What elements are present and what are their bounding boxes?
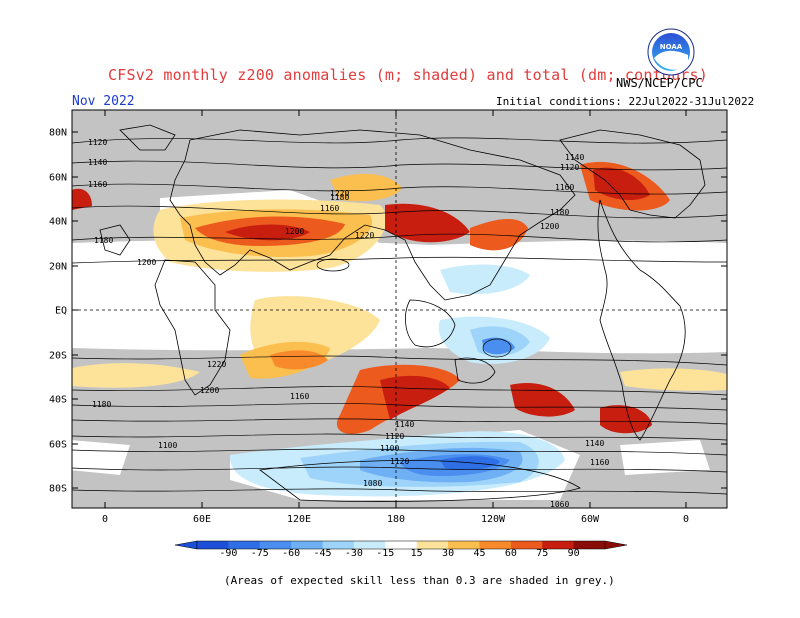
contour-label: 1160	[555, 183, 574, 192]
colorbar-label: 15	[411, 548, 423, 559]
colorbar-swatch	[322, 541, 355, 549]
initial-conditions: Initial conditions: 22Jul2022-31Jul2022	[496, 95, 755, 108]
colorbar-label: 45	[473, 548, 485, 559]
contour-label: 1160	[320, 204, 339, 213]
colorbar-swatch	[353, 541, 386, 549]
colorbar-swatch	[228, 541, 261, 549]
contour-label: 1120	[560, 163, 579, 172]
colorbar-label: -60	[282, 548, 300, 559]
colorbar-swatch	[416, 541, 449, 549]
contour-label: 1140	[395, 420, 414, 429]
contour-label: 1120	[385, 432, 404, 441]
longitude-label: 180	[387, 514, 405, 525]
longitude-axis: 0 60E 120E 180 120W 60W 0	[102, 110, 689, 525]
latitude-axis: 80N 60N 40N 20N EQ 20S 40S 60S 80S	[49, 128, 727, 495]
contour-label: 1160	[88, 180, 107, 189]
colorbar-label: -30	[345, 548, 363, 559]
noaa-logo-text: NOAA	[660, 43, 683, 51]
colorbar-label: -75	[251, 548, 269, 559]
longitude-label: 0	[102, 514, 108, 525]
colorbar-label: 75	[536, 548, 548, 559]
longitude-label: 60E	[193, 514, 211, 525]
contour-label: 1140	[88, 158, 107, 167]
colorbar-swatch	[573, 541, 606, 549]
chart-title: CFSv2 monthly z200 anomalies (m; shaded)…	[108, 66, 708, 84]
latitude-label: 40S	[49, 395, 67, 406]
colorbar-label: 60	[505, 548, 517, 559]
latitude-label: 40N	[49, 217, 67, 228]
contour-label: 1220	[207, 360, 226, 369]
map-frame	[71, 109, 728, 509]
skill-footnote: (Areas of expected skill less than 0.3 a…	[224, 574, 615, 587]
colorbar-label: 30	[442, 548, 454, 559]
longitude-label: 60W	[581, 514, 600, 525]
longitude-label: 120W	[481, 514, 506, 525]
colorbar-swatch	[479, 541, 512, 549]
contour-label: 1140	[585, 439, 604, 448]
contour-label: 1180	[330, 193, 349, 202]
contour-label: 1180	[550, 208, 569, 217]
colorbar-swatch	[197, 541, 229, 549]
latitude-label: 20S	[49, 351, 67, 362]
latitude-label: EQ	[55, 306, 67, 317]
colorbar-swatch	[510, 541, 543, 549]
contour-label: 1220	[330, 189, 349, 198]
contour-label: 1080	[363, 479, 382, 488]
contour-label: 1200	[285, 227, 304, 236]
colorbar-swatch	[448, 541, 480, 549]
latitude-label: 20N	[49, 262, 67, 273]
colorbar-label: -45	[314, 548, 332, 559]
contour-label: 1060	[550, 500, 569, 509]
contour-label: 1180	[92, 400, 111, 409]
colorbar-label: -15	[376, 548, 394, 559]
contour-label: 1160	[290, 392, 309, 401]
agency-label: NWS/NCEP/CPC	[616, 76, 703, 90]
contour-label: 1120	[390, 457, 409, 466]
contour-label: 1200	[540, 222, 559, 231]
colorbar-swatch	[259, 541, 292, 549]
contour-label: 1220	[355, 231, 374, 240]
longitude-label: 120E	[287, 514, 311, 525]
colorbar-swatch	[542, 541, 575, 549]
colorbar: -90 -75 -60 -45 -30 -15 15 30 45 60 75 90	[174, 540, 628, 559]
contour-label: 1200	[200, 386, 219, 395]
contour-label: 1100	[158, 441, 177, 450]
forecast-month: Nov 2022	[72, 94, 135, 109]
latitude-label: 80N	[49, 128, 67, 139]
latitude-label: 60N	[49, 173, 67, 184]
noaa-logo-icon: NOAA	[647, 28, 695, 76]
colorbar-swatch	[291, 541, 324, 549]
contour-label: 1120	[88, 138, 107, 147]
colorbar-swatch	[385, 541, 418, 549]
contour-label: 1200	[137, 258, 156, 267]
contour-label: 1180	[94, 236, 113, 245]
map-panel: 1120114011601180120012201220120011801160…	[72, 110, 727, 509]
contour-label: 1160	[590, 458, 609, 467]
contour-label: 1140	[565, 153, 584, 162]
colorbar-arrow-right	[604, 540, 628, 550]
latitude-label: 80S	[49, 484, 67, 495]
longitude-label: 0	[683, 514, 689, 525]
colorbar-label: 90	[568, 548, 580, 559]
latitude-label: 60S	[49, 440, 67, 451]
colorbar-arrow-left	[174, 540, 198, 550]
contour-label: 1100	[380, 444, 399, 453]
colorbar-label: -90	[219, 548, 237, 559]
